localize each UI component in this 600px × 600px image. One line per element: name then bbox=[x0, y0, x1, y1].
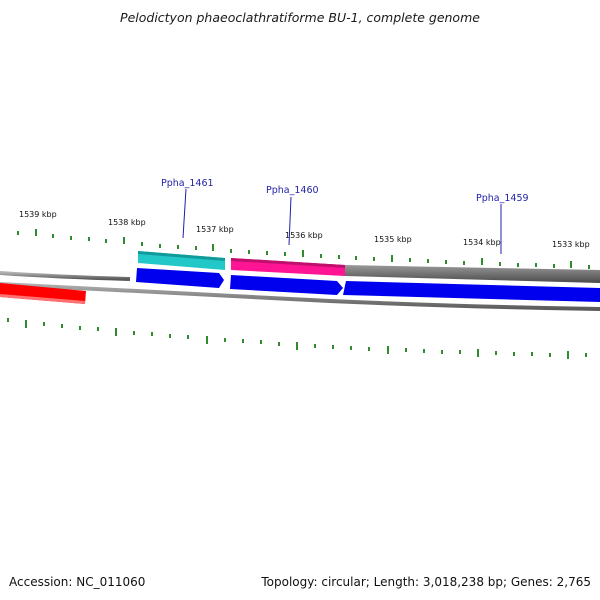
gene-label-ppha-1461[interactable]: Ppha_1461 bbox=[161, 178, 214, 189]
tick-label: 1536 kbp bbox=[285, 231, 323, 240]
cds-arrow-ppha-1459 bbox=[343, 281, 600, 302]
accession-text: Accession: NC_011060 bbox=[9, 575, 146, 589]
forward-cds-track bbox=[136, 268, 600, 302]
cds-arrow-ppha-1460 bbox=[230, 275, 343, 295]
reverse-gene-red-shade bbox=[0, 294, 85, 304]
genome-summary-text: Topology: circular; Length: 3,018,238 bp… bbox=[261, 575, 591, 589]
tick-label: 1538 kbp bbox=[108, 218, 146, 227]
tick-label: 1534 kbp bbox=[463, 238, 501, 247]
label-leader-ppha-1460 bbox=[288, 196, 292, 246]
label-leader-ppha-1461 bbox=[182, 188, 187, 239]
backbone-inner-arc bbox=[0, 282, 600, 311]
tick-label: 1539 kbp bbox=[19, 210, 57, 219]
tick-labels: 1539 kbp 1538 kbp 1537 kbp 1536 kbp 1535… bbox=[19, 210, 590, 249]
backbone-left-arc bbox=[0, 271, 131, 281]
feature-ring-outer bbox=[138, 251, 600, 283]
outer-tick-ring bbox=[17, 229, 590, 269]
tick-label: 1537 kbp bbox=[196, 225, 234, 234]
gray-feature bbox=[345, 265, 600, 283]
gene-label-ppha-1460[interactable]: Ppha_1460 bbox=[266, 185, 319, 196]
gene-labels: Ppha_1461 Ppha_1460 Ppha_1459 bbox=[161, 178, 529, 254]
cds-arrow-ppha-1461 bbox=[136, 268, 224, 288]
inner-tick-ring bbox=[7, 318, 587, 359]
gene-label-ppha-1459[interactable]: Ppha_1459 bbox=[476, 193, 529, 204]
cyan-feature-highlight bbox=[138, 251, 225, 261]
tick-label: 1533 kbp bbox=[552, 240, 590, 249]
magenta-feature-highlight bbox=[231, 258, 345, 268]
tick-label: 1535 kbp bbox=[374, 235, 412, 244]
genome-backbone bbox=[0, 271, 600, 311]
genome-title: Pelodictyon phaeoclathratiforme BU-1, co… bbox=[120, 10, 480, 25]
